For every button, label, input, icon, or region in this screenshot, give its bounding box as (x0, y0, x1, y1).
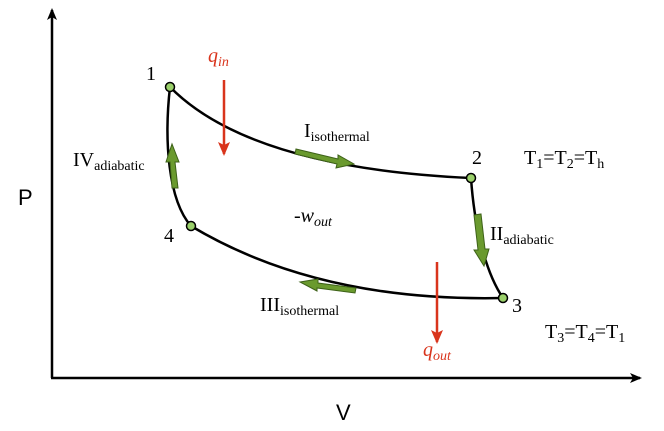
state-points (164, 81, 509, 304)
work-subscript: out (314, 215, 333, 230)
heat-in-label: qin (208, 45, 229, 70)
relation-text: T1=T2=Th (524, 147, 604, 172)
direction-arrow (165, 142, 180, 189)
process-numeral: I (304, 120, 311, 142)
direction-arrow (473, 213, 490, 268)
point-label: 3 (512, 295, 522, 317)
heat-symbol: q (208, 45, 218, 67)
term-base: T (585, 147, 597, 169)
term-base: T (576, 321, 588, 343)
term-base: T (524, 147, 536, 169)
process-curve (169, 86, 472, 180)
term-base: T (606, 321, 618, 343)
term-subscript: 2 (567, 157, 574, 172)
process-numeral: II (490, 223, 503, 245)
relation-sign: = (574, 147, 585, 169)
process-curve (190, 224, 504, 300)
state-point (164, 81, 176, 93)
term-base: T (555, 147, 567, 169)
heat-symbol: q (423, 339, 433, 361)
process-label: IVadiabatic (73, 149, 145, 174)
process-subscript: isothermal (311, 130, 370, 145)
point-label: 4 (164, 225, 174, 247)
relation-text: T3=T4=T1 (545, 321, 625, 346)
relation-sign: = (595, 321, 606, 343)
cycle (166, 86, 505, 300)
state-point (185, 220, 197, 232)
term-subscript: 3 (557, 331, 564, 346)
process-subscript: adiabatic (503, 233, 554, 248)
temperature-relation: T1=T2=Th (524, 147, 604, 172)
work-symbol: -w (294, 205, 315, 227)
term-subscript: h (597, 157, 604, 172)
work-label: -wout (294, 205, 333, 230)
process-subscript: adiabatic (94, 159, 145, 174)
process-numeral: IV (73, 149, 95, 171)
term-base: T (545, 321, 557, 343)
direction-arrows (165, 142, 490, 294)
x-axis-label: V (336, 400, 351, 425)
relation-sign: = (564, 321, 575, 343)
term-subscript: 4 (588, 331, 595, 346)
process-label: IIadiabatic (490, 223, 554, 248)
term-subscript: 1 (536, 157, 543, 172)
process-curve (166, 86, 192, 227)
process-label: Iisothermal (304, 120, 370, 145)
term-subscript: 1 (618, 331, 625, 346)
process-label: IIIisothermal (260, 294, 339, 319)
point-label: 1 (146, 63, 156, 85)
state-point (497, 292, 509, 304)
heat-subscript: out (433, 349, 452, 364)
temperature-relation: T3=T4=T1 (545, 321, 625, 346)
y-axis-label: P (18, 185, 33, 210)
state-point (465, 172, 477, 184)
process-numeral: III (260, 294, 280, 316)
heat-subscript: in (218, 55, 229, 70)
point-label: 2 (472, 147, 482, 169)
direction-arrow (298, 278, 357, 294)
heat-out-label: qout (423, 339, 452, 364)
process-subscript: isothermal (280, 304, 339, 319)
direction-arrow (294, 148, 356, 169)
relation-sign: = (543, 147, 554, 169)
